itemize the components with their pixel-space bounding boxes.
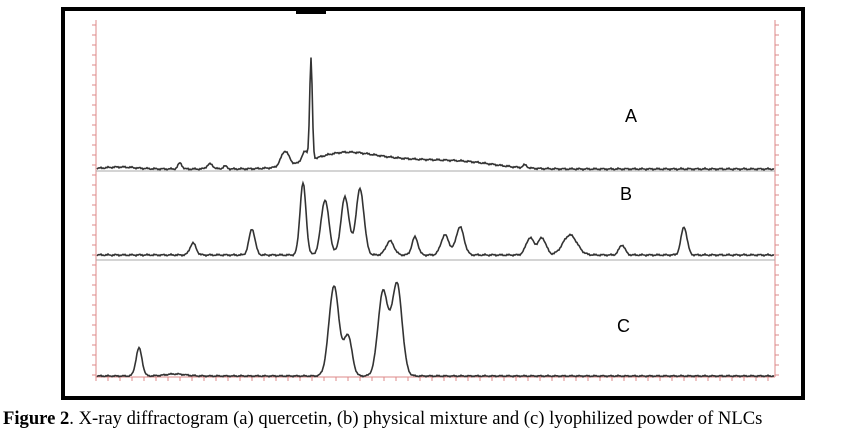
caption: Figure 2. X-ray diffractogram (a) querce… (3, 408, 762, 430)
trace-a (96, 57, 775, 172)
trace-b (96, 180, 775, 258)
figure: A B C (61, 7, 805, 400)
panel-label: A (625, 106, 637, 126)
frame (61, 7, 805, 400)
caption-label: Figure 2 (3, 408, 70, 429)
panel-label: B (620, 184, 632, 204)
panel-label: C (617, 316, 630, 336)
trace-c (96, 281, 775, 378)
frame-tab (296, 7, 326, 14)
traces (96, 57, 775, 378)
caption-text: . X-ray diffractogram (a) quercetin, (b)… (69, 408, 763, 429)
